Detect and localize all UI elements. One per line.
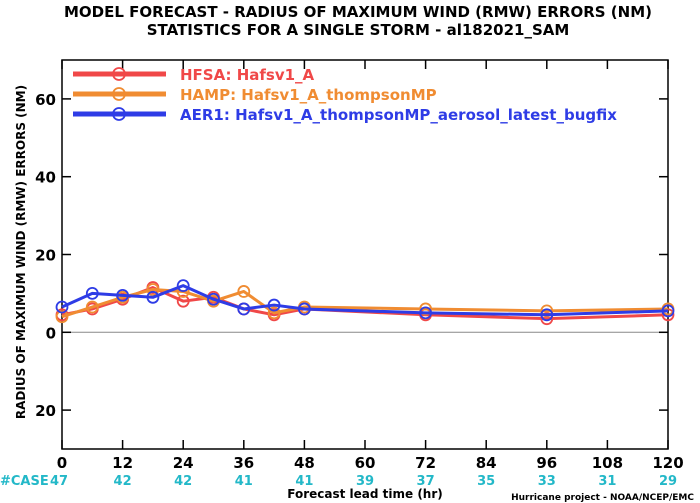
series-point: [85, 300, 99, 314]
case-count: 33: [538, 474, 556, 489]
x-tick-label: 24: [173, 454, 194, 472]
chart-subtitle: STATISTICS FOR A SINGLE STORM - al182021…: [147, 21, 570, 39]
series-point: [419, 302, 433, 316]
series-point: [116, 288, 129, 302]
series-point: [55, 300, 69, 314]
legend-swatch-marker: [112, 107, 126, 121]
series-point: [267, 298, 281, 312]
y-tick-label: 60: [35, 91, 56, 109]
case-count: 29: [659, 474, 677, 489]
case-count: 42: [174, 474, 192, 489]
y-tick-label: 20: [35, 247, 56, 265]
y-tick-label: 40: [35, 169, 56, 187]
x-tick-label: 96: [536, 454, 557, 472]
x-tick-label: 0: [57, 454, 67, 472]
case-count: 41: [295, 474, 313, 489]
series-point: [419, 306, 433, 320]
case-label: #CASE: [0, 474, 49, 489]
series-point: [176, 294, 190, 308]
series-point: [540, 312, 554, 326]
series-point: [237, 285, 251, 298]
y-axis-ticks: 20 0 20 40 60: [35, 91, 668, 420]
case-count: 31: [598, 474, 616, 489]
series-point: [55, 310, 69, 324]
series-point: [237, 302, 251, 316]
x-tick-label: 36: [233, 454, 254, 472]
case-count: 35: [477, 474, 495, 489]
series-point: [85, 286, 99, 300]
case-count: 41: [235, 474, 253, 489]
case-count: 37: [417, 474, 435, 489]
legend-label: HAMP: Hafsv1_A_thompsonMP: [180, 86, 437, 104]
legend-swatch-marker: [112, 87, 126, 101]
y-tick-label: 20: [35, 402, 56, 420]
series-point: [146, 283, 160, 296]
x-tick-label: 108: [592, 454, 623, 472]
legend-label: AER1: Hafsv1_A_thompsonMP_aerosol_latest…: [180, 106, 617, 124]
x-tick-label: 12: [112, 454, 133, 472]
x-tick-label: 72: [415, 454, 436, 472]
case-count: 42: [114, 474, 132, 489]
x-tick-label: 60: [355, 454, 376, 472]
legend: HFSA: Hafsv1_A HAMP: Hafsv1_A_thompsonMP A…: [73, 66, 617, 124]
legend-label: HFSA: Hafsv1_A: [180, 66, 315, 84]
series-point: [207, 292, 220, 306]
legend-swatch-marker: [112, 67, 126, 81]
series-point: [540, 304, 554, 318]
series-point: [176, 279, 190, 293]
y-tick-label: 0: [46, 324, 56, 342]
series-layer: [55, 279, 675, 326]
credit-text: Hurricane project - NOAA/NCEP/EMC: [511, 493, 694, 503]
series-point: [540, 308, 554, 322]
series-point: [297, 302, 311, 316]
x-tick-label: 120: [652, 454, 683, 472]
x-tick-label: 84: [476, 454, 497, 472]
series-point: [146, 290, 160, 304]
y-axis-label: RADIUS OF MAXIMUM WIND (RMW) ERRORS (NM): [14, 85, 28, 419]
case-count: 47: [50, 474, 68, 489]
x-axis-label: Forecast lead time (hr): [287, 487, 443, 501]
series-point: [267, 306, 281, 320]
chart-title: MODEL FORECAST - RADIUS OF MAXIMUM WIND …: [64, 3, 652, 21]
case-counts: 47 42 42 41 41 39 37 35 33 31 29: [50, 474, 677, 489]
case-count: 39: [356, 474, 374, 489]
x-axis-ticks: 0 12 24 36 48 60 72 84 96 108 120: [57, 60, 684, 472]
series-point: [661, 304, 675, 318]
x-tick-label: 48: [294, 454, 315, 472]
